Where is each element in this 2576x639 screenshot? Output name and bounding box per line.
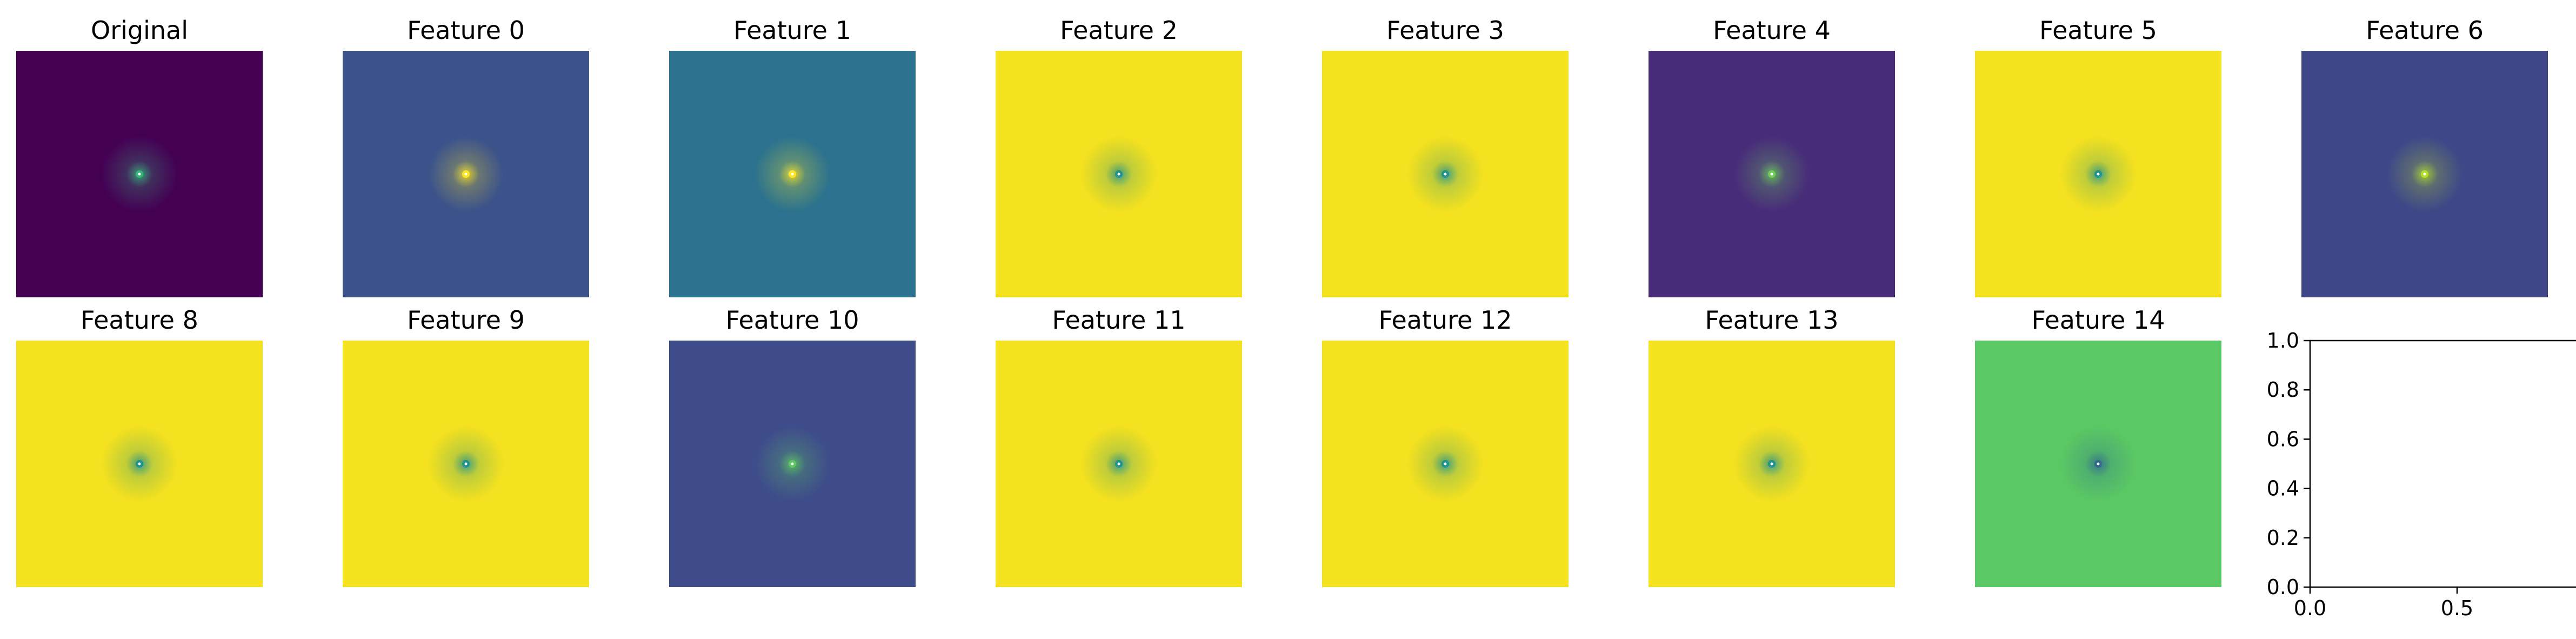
panel-title: Feature 4 bbox=[1713, 16, 1831, 45]
panel-title: Feature 9 bbox=[407, 305, 525, 335]
center-peak bbox=[1444, 172, 1447, 176]
panel-title: Original bbox=[91, 16, 188, 45]
panel-3: Feature 2 bbox=[996, 16, 1242, 297]
y-tick-label: 0.8 bbox=[2267, 378, 2299, 402]
panel-14: Feature 14 bbox=[1975, 305, 2221, 587]
panel-title: Feature 13 bbox=[1705, 305, 1839, 335]
panel-2: Feature 1 bbox=[669, 16, 916, 297]
center-peak bbox=[1770, 462, 1773, 465]
y-tick-label: 0.6 bbox=[2267, 427, 2299, 451]
panel-title: Feature 8 bbox=[81, 305, 198, 335]
center-peak bbox=[791, 462, 794, 465]
panel-title: Feature 11 bbox=[1052, 305, 1186, 335]
panel-7: Feature 6 bbox=[2301, 16, 2548, 297]
panel-12: Feature 12 bbox=[1322, 305, 1569, 587]
center-peak bbox=[464, 172, 468, 176]
panel-6: Feature 5 bbox=[1975, 16, 2221, 297]
x-tick-label: 0.5 bbox=[2441, 596, 2473, 620]
panel-4: Feature 3 bbox=[1322, 16, 1569, 297]
panel-10: Feature 10 bbox=[669, 305, 916, 587]
panel-0: Original bbox=[16, 16, 263, 297]
y-tick-label: 0.4 bbox=[2267, 477, 2299, 501]
panel-11: Feature 11 bbox=[996, 305, 1242, 587]
center-peak bbox=[2097, 172, 2100, 176]
y-tick-label: 0.2 bbox=[2267, 526, 2299, 550]
center-peak bbox=[2423, 172, 2426, 176]
center-peak bbox=[138, 172, 141, 176]
x-tick-label: 0.0 bbox=[2294, 596, 2326, 620]
panel-1: Feature 0 bbox=[343, 16, 589, 297]
y-tick-label: 1.0 bbox=[2267, 329, 2299, 352]
center-peak bbox=[464, 462, 468, 465]
panel-9: Feature 9 bbox=[343, 305, 589, 587]
center-peak bbox=[1770, 172, 1773, 176]
panel-title: Feature 2 bbox=[1060, 16, 1178, 45]
panel-title: Feature 6 bbox=[2366, 16, 2484, 45]
axes-frame bbox=[2309, 340, 2576, 588]
center-peak bbox=[791, 172, 794, 176]
panel-13: Feature 13 bbox=[1649, 305, 1895, 587]
center-peak bbox=[2097, 462, 2100, 465]
panel-title: Feature 10 bbox=[726, 305, 859, 335]
center-peak bbox=[1444, 462, 1447, 465]
center-peak bbox=[138, 462, 141, 465]
panel-title: Feature 1 bbox=[733, 16, 851, 45]
panel-title: Feature 12 bbox=[1379, 305, 1512, 335]
y-tick-label: 0.0 bbox=[2267, 575, 2299, 599]
center-peak bbox=[1117, 172, 1120, 176]
panel-5: Feature 4 bbox=[1649, 16, 1895, 297]
empty-axes: 0.00.51.00.00.20.40.60.81.0 bbox=[2267, 329, 2576, 620]
panel-8: Feature 8 bbox=[16, 305, 263, 587]
panel-title: Feature 3 bbox=[1386, 16, 1504, 45]
center-peak bbox=[1117, 462, 1120, 465]
panel-title: Feature 0 bbox=[407, 16, 525, 45]
panel-title: Feature 14 bbox=[2032, 305, 2165, 335]
panel-title: Feature 5 bbox=[2039, 16, 2157, 45]
